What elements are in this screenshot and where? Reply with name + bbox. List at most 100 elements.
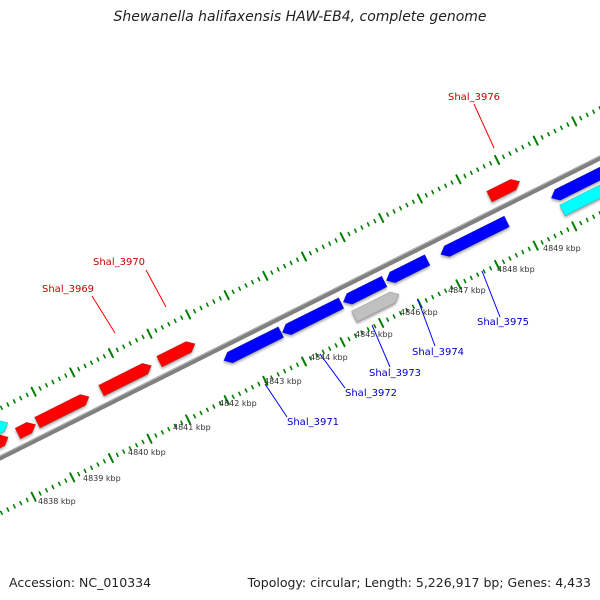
outer-tick — [251, 279, 254, 285]
inner-tick — [476, 272, 480, 277]
outer-tick — [146, 328, 153, 339]
outer-tick — [469, 170, 473, 176]
outer-tick — [540, 135, 544, 140]
scale-label: 4849 kbp — [543, 244, 581, 253]
gene-labels: Shal_3969 Shal_3970 Shal_3971 Shal_3972 Shal… — [42, 92, 529, 428]
gene-feature-forward[interactable] — [14, 421, 37, 440]
gene-feature-forward[interactable] — [0, 434, 9, 455]
inner-tick — [180, 420, 184, 425]
inner-tick — [579, 220, 583, 226]
outer-tick — [386, 212, 390, 217]
gene-feature-shal-3976[interactable] — [486, 178, 521, 203]
outer-tick — [289, 260, 293, 266]
inner-tick — [353, 333, 358, 339]
inner-tick — [146, 433, 153, 444]
outer-tick — [107, 348, 114, 359]
outer-tick — [122, 344, 126, 349]
outer-tick — [276, 267, 280, 272]
rna-feature[interactable] — [0, 420, 9, 444]
inner-tick — [463, 278, 467, 284]
outer-tick — [494, 154, 501, 165]
gene-feature-forward[interactable] — [98, 362, 152, 397]
outer-tick — [160, 325, 164, 330]
outer-tick — [514, 148, 518, 153]
outer-tick — [96, 357, 100, 362]
inner-tick — [173, 423, 177, 429]
inner-tick — [566, 227, 570, 232]
gene-leader-line — [264, 383, 288, 418]
outer-tick — [77, 366, 81, 372]
outer-tick — [411, 199, 415, 204]
inner-tick — [585, 217, 589, 223]
outer-tick — [6, 402, 10, 407]
inner-tick — [301, 356, 307, 367]
gene-feature-other[interactable] — [351, 291, 400, 323]
gene-feature-reverse[interactable] — [550, 161, 600, 201]
inner-tick — [398, 310, 403, 316]
backbone-line — [0, 155, 600, 461]
gene-feature-shal-3975[interactable] — [440, 215, 510, 257]
outer-tick — [154, 328, 158, 333]
outer-tick — [30, 386, 37, 397]
gene-feature-shal-3974[interactable] — [385, 254, 431, 284]
inner-tick — [141, 439, 145, 445]
outer-tick — [19, 395, 23, 401]
inner-tick — [262, 375, 269, 386]
outer-tick — [257, 276, 261, 282]
outer-tick — [238, 286, 242, 291]
inner-tick — [57, 481, 61, 487]
genome-backbone — [0, 155, 600, 461]
inner-tick — [553, 233, 557, 239]
outer-tick — [489, 161, 493, 166]
outer-tick — [283, 263, 287, 269]
rna-feature[interactable] — [559, 177, 600, 217]
gene-feature-shal-3971[interactable] — [223, 326, 285, 364]
inner-tick — [19, 500, 23, 506]
inner-tick — [83, 468, 87, 474]
scale-label: 4847 kbp — [448, 286, 486, 295]
inner-tick — [321, 349, 325, 355]
gene-leader-line — [91, 295, 116, 334]
inner-tick — [501, 259, 506, 265]
inner-tick — [527, 246, 531, 252]
scale-label: 4846 kbp — [400, 308, 438, 317]
inner-tick — [489, 265, 493, 271]
outer-tick — [90, 360, 94, 366]
outer-tick — [366, 222, 370, 227]
scale-label: 4845 kbp — [355, 330, 393, 339]
inner-tick — [328, 346, 332, 351]
inner-tick — [154, 433, 158, 438]
outer-tick — [308, 251, 312, 256]
inner-tick — [424, 298, 428, 303]
inner-tick — [90, 465, 94, 471]
gene-feature-forward[interactable] — [156, 341, 196, 368]
outer-tick — [185, 309, 192, 320]
outer-tick — [431, 189, 435, 195]
inner-tick — [185, 414, 192, 425]
inner-tick — [469, 275, 473, 281]
outer-tick — [38, 386, 42, 391]
gene-label: Shal_3975 — [477, 317, 529, 328]
inner-tick — [455, 279, 462, 290]
inner-tick — [378, 317, 385, 328]
outer-tick — [218, 296, 222, 301]
feature-track[interactable] — [0, 161, 600, 455]
gene-leader-line — [417, 299, 436, 347]
inner-tick — [347, 336, 351, 342]
gene-feature-shal-3972[interactable] — [281, 297, 345, 336]
outer-tick — [51, 379, 55, 385]
inner-tick — [386, 317, 390, 322]
inner-tick — [339, 337, 346, 348]
gene-feature-shal-3973[interactable] — [342, 275, 388, 305]
outer-tick — [102, 354, 106, 359]
inner-tick — [199, 410, 203, 416]
inner-tick — [251, 384, 254, 390]
inner-tick — [437, 291, 441, 297]
outer-tick — [546, 132, 551, 137]
outer-tick — [83, 363, 87, 369]
inner-tick — [244, 388, 248, 393]
outer-tick — [482, 164, 486, 169]
gene-feature-forward[interactable] — [34, 394, 90, 429]
outer-tick — [450, 180, 454, 185]
